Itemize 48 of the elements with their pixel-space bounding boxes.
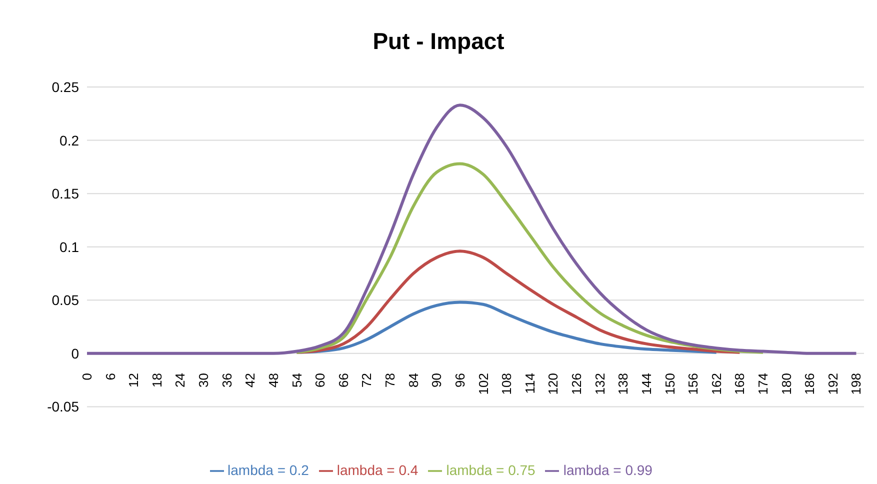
x-tick-label: 30: [196, 373, 212, 388]
x-tick-label: 18: [149, 373, 164, 388]
x-tick-label: 168: [732, 373, 748, 395]
x-tick-label: 192: [825, 373, 840, 395]
y-tick-label: -0.05: [47, 398, 80, 415]
y-tick-label: 0: [71, 345, 80, 362]
x-tick-label: 42: [242, 373, 258, 388]
x-tick-label: 120: [546, 373, 561, 395]
y-tick-label: 0.2: [60, 132, 80, 148]
x-tick-label: 144: [638, 373, 654, 395]
x-tick-label: 90: [429, 373, 444, 388]
x-tick-label: 198: [848, 373, 864, 395]
x-tick-label: 138: [616, 373, 631, 395]
x-tick-label: 132: [592, 373, 608, 395]
y-tick-label: 0.15: [52, 186, 80, 202]
legend-label: lambda = 0.4: [336, 462, 418, 478]
line-series: [87, 104, 858, 355]
x-tick-label: 96: [452, 373, 468, 388]
chart-title: Put - Impact: [372, 28, 506, 55]
x-tick-label: 108: [499, 373, 514, 395]
legend-label: lambda = 0.75: [446, 462, 536, 478]
x-tick-label: 84: [406, 373, 421, 388]
x-tick-label: 174: [755, 373, 770, 395]
x-tick-label: 150: [662, 373, 678, 395]
x-tick-label: 102: [476, 373, 491, 395]
x-tick-label: 60: [312, 373, 328, 388]
x-tick-label: 12: [126, 373, 142, 388]
x-tick-label: 48: [266, 373, 281, 388]
line-series: [295, 250, 742, 354]
x-tick-label: 126: [569, 373, 584, 395]
x-tick-label: 66: [336, 373, 351, 388]
x-tick-label: 24: [172, 373, 188, 388]
x-tick-label: 156: [686, 373, 701, 395]
x-tick-label: 114: [522, 373, 538, 394]
legend-label: lambda = 0.2: [228, 462, 309, 478]
y-tick-label: 0.25: [52, 78, 80, 95]
x-tick-label: 162: [708, 373, 724, 395]
x-tick-label: 54: [289, 373, 304, 388]
x-tick-label: 180: [778, 373, 794, 395]
x-tick-label: 72: [359, 373, 374, 388]
x-tick-label: 78: [382, 373, 398, 388]
legend-label: lambda = 0.99: [563, 462, 652, 478]
x-tick-label: 186: [802, 373, 818, 395]
x-tick-label: 6: [102, 373, 118, 380]
x-tick-label: 0: [80, 373, 94, 380]
x-tick-label: 36: [219, 373, 234, 388]
y-tick-label: 0.1: [60, 238, 80, 255]
y-tick-label: 0.05: [52, 292, 80, 308]
